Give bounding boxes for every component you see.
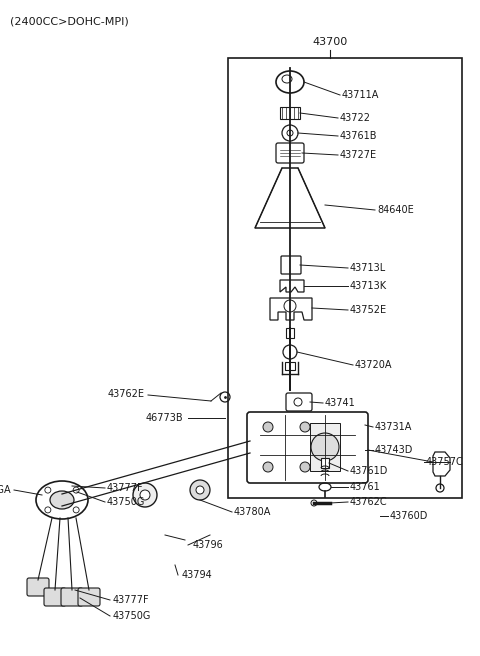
- Circle shape: [283, 345, 297, 359]
- Text: 43741: 43741: [325, 398, 356, 408]
- Text: 43761D: 43761D: [350, 466, 388, 476]
- Ellipse shape: [50, 491, 74, 509]
- Bar: [228, 58, 462, 498]
- Bar: [310, 423, 340, 471]
- Circle shape: [45, 507, 51, 513]
- FancyBboxPatch shape: [247, 412, 368, 483]
- Text: 43761B: 43761B: [340, 131, 377, 141]
- Text: 43762C: 43762C: [350, 497, 388, 507]
- FancyBboxPatch shape: [27, 578, 49, 596]
- Text: 43757C: 43757C: [426, 457, 464, 467]
- Circle shape: [133, 483, 157, 507]
- Text: 43796: 43796: [193, 540, 224, 550]
- Text: 43700: 43700: [312, 37, 348, 47]
- Text: 43780A: 43780A: [234, 507, 271, 517]
- Bar: [280, 107, 300, 119]
- Circle shape: [73, 487, 79, 493]
- Circle shape: [45, 487, 51, 493]
- Bar: [321, 458, 329, 468]
- Text: 43761: 43761: [350, 482, 381, 492]
- Circle shape: [311, 500, 317, 506]
- Text: 43713L: 43713L: [350, 263, 386, 273]
- Circle shape: [140, 490, 150, 500]
- Text: 43777F: 43777F: [113, 595, 150, 605]
- Text: 43720A: 43720A: [355, 360, 393, 370]
- Circle shape: [190, 480, 210, 500]
- FancyBboxPatch shape: [44, 588, 66, 606]
- Circle shape: [263, 422, 273, 432]
- Text: (2400CC>DOHC-MPI): (2400CC>DOHC-MPI): [10, 17, 129, 27]
- Circle shape: [311, 433, 339, 461]
- Circle shape: [300, 462, 310, 472]
- FancyBboxPatch shape: [286, 393, 312, 411]
- Text: 43750G: 43750G: [107, 497, 145, 507]
- Text: 43752E: 43752E: [350, 305, 387, 315]
- Text: 43750G: 43750G: [113, 611, 151, 621]
- Circle shape: [263, 462, 273, 472]
- FancyBboxPatch shape: [276, 143, 304, 163]
- Text: 1339GA: 1339GA: [0, 485, 12, 495]
- FancyBboxPatch shape: [78, 588, 100, 606]
- FancyBboxPatch shape: [281, 256, 301, 274]
- Text: 43762E: 43762E: [108, 389, 145, 399]
- Text: 46773B: 46773B: [145, 413, 183, 423]
- Text: 43777F: 43777F: [107, 483, 144, 493]
- Text: 43731A: 43731A: [375, 422, 412, 432]
- Bar: [285, 362, 295, 370]
- Circle shape: [300, 422, 310, 432]
- Text: 43713K: 43713K: [350, 281, 387, 291]
- Circle shape: [196, 486, 204, 494]
- Text: 43727E: 43727E: [340, 150, 377, 160]
- Text: 43743D: 43743D: [375, 445, 413, 455]
- Bar: [286, 328, 294, 338]
- FancyBboxPatch shape: [61, 588, 83, 606]
- Text: 43711A: 43711A: [342, 90, 379, 100]
- Text: 43794: 43794: [182, 570, 213, 580]
- Text: 43760D: 43760D: [390, 511, 428, 521]
- Text: 43722: 43722: [340, 113, 371, 123]
- Text: 84640E: 84640E: [377, 205, 414, 215]
- Circle shape: [73, 507, 79, 513]
